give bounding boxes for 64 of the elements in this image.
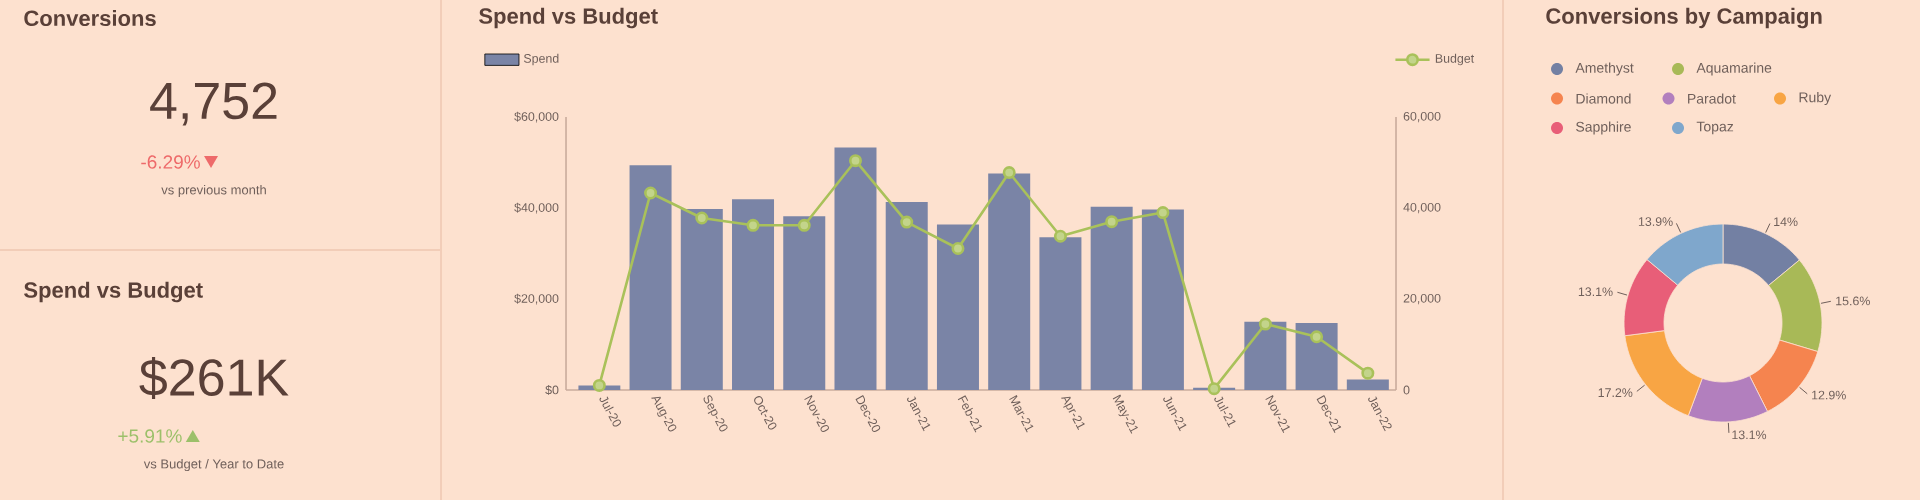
- legend-label: Aquamarine: [1696, 62, 1772, 76]
- bar: [936, 224, 979, 391]
- data-label: 13.1%: [1732, 430, 1767, 440]
- y2-tick-label: 0: [1403, 385, 1410, 395]
- point: [951, 242, 965, 256]
- point: [644, 186, 658, 200]
- bar: [1244, 321, 1287, 391]
- data-label: 13.9%: [1638, 217, 1673, 226]
- point: [592, 378, 606, 392]
- data-label: 12.9%: [1812, 390, 1846, 400]
- legend-label: Topaz: [1696, 121, 1734, 135]
- data-label: 13.1%: [1578, 287, 1613, 297]
- point: [797, 218, 811, 232]
- y-tick-label: $60,000: [514, 111, 559, 123]
- legend-label: Spend: [523, 53, 559, 66]
- bar: [885, 202, 928, 391]
- bar: [1295, 323, 1338, 391]
- legend-label: Ruby: [1799, 92, 1832, 106]
- data-label: 17.2%: [1598, 388, 1633, 397]
- point: [1002, 166, 1016, 180]
- point: [848, 154, 862, 168]
- text: Spend vs Budget: [24, 281, 203, 303]
- text: +5.91%: [118, 429, 182, 443]
- chart-title: Conversions by Campaign: [1546, 7, 1822, 29]
- text: $261K: [139, 356, 289, 400]
- point: [1053, 229, 1067, 243]
- bar: [1346, 379, 1389, 391]
- y2-tick-label: 20,000: [1403, 293, 1441, 305]
- y2-tick-label: 40,000: [1403, 202, 1441, 214]
- point: [1105, 215, 1119, 229]
- point: [746, 218, 760, 232]
- bar: [629, 165, 672, 391]
- bar: [680, 208, 723, 391]
- point: [695, 211, 709, 225]
- point: [1361, 366, 1375, 380]
- legend-label: Amethyst: [1575, 62, 1634, 76]
- bar: [783, 216, 826, 391]
- point: [1258, 317, 1272, 331]
- point: [1310, 330, 1324, 344]
- bar: [988, 173, 1031, 391]
- y-tick-label: $40,000: [514, 202, 559, 214]
- bar: [1090, 206, 1133, 391]
- data-label: 14%: [1774, 217, 1798, 227]
- chart-title: Spend vs Budget: [479, 7, 658, 29]
- data-label: 15.6%: [1836, 296, 1870, 306]
- point: [1156, 206, 1170, 220]
- legend-label: Paradot: [1688, 93, 1736, 104]
- bar: [1039, 237, 1082, 391]
- text: Conversions: [24, 9, 156, 27]
- bar: [732, 199, 775, 391]
- point: [900, 215, 914, 229]
- bar: [1141, 209, 1184, 391]
- text: -6.29%: [141, 155, 200, 169]
- point: [1207, 382, 1221, 396]
- y-tick-label: $20,000: [514, 293, 559, 305]
- bar: [834, 147, 877, 391]
- y2-tick-label: 60,000: [1403, 111, 1441, 123]
- legend-label: Budget: [1435, 53, 1475, 66]
- text: vs Budget / Year to Date: [143, 458, 284, 472]
- text: vs previous month: [161, 184, 266, 198]
- y-tick-label: $0: [545, 385, 559, 396]
- legend-label: Diamond: [1576, 93, 1631, 104]
- legend-label: Sapphire: [1576, 121, 1631, 135]
- text: 4,752: [150, 82, 277, 126]
